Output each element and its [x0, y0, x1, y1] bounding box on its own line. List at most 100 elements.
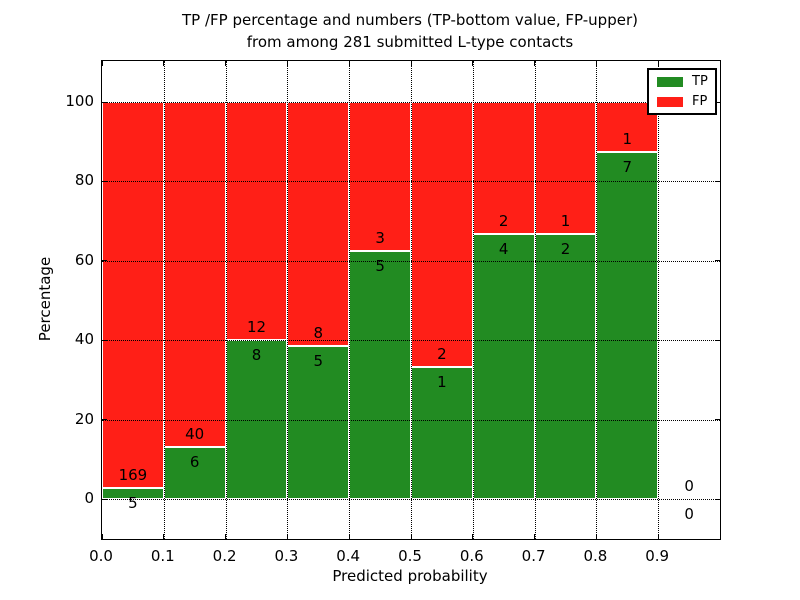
- bars-layer: [102, 61, 720, 539]
- bar-tp-segment: [287, 346, 350, 499]
- x-tick-label: 0.4: [336, 547, 361, 565]
- x-axis-tick: [472, 534, 474, 539]
- x-axis-tick-top: [534, 61, 536, 66]
- x-axis-tick: [348, 534, 350, 539]
- bar-fp-segment: [163, 102, 226, 448]
- bar-fp-segment: [349, 102, 411, 251]
- x-axis-tick: [286, 534, 288, 539]
- gridline-vertical: [163, 61, 165, 539]
- plot-area: 169 5 40 6 12 8 8 5 3 5 2 1 2 4 1 2 1 7 0 0 TP FP: [101, 60, 721, 540]
- bar-tp-segment: [472, 234, 535, 499]
- bar-label-fp: 1: [560, 212, 571, 231]
- x-axis-tick: [101, 534, 103, 539]
- bar-tp-segment: [225, 340, 288, 499]
- y-tick-label: 100: [65, 92, 94, 110]
- bar-label-fp: 8: [313, 324, 324, 343]
- y-axis-tick-right: [715, 339, 720, 341]
- y-axis-tick-right: [715, 419, 720, 421]
- chart-title-line1: TP /FP percentage and numbers (TP-bottom…: [182, 11, 638, 29]
- x-axis-tick-top: [657, 61, 659, 66]
- bar-label-tp: 5: [375, 256, 385, 275]
- tp-swatch-icon: [657, 76, 683, 87]
- bar-label-tp: 7: [622, 157, 633, 176]
- x-axis-label: Predicted probability: [332, 567, 488, 585]
- legend: TP FP: [647, 68, 717, 115]
- gridline-vertical: [534, 61, 536, 539]
- bar-tp-segment: [102, 487, 164, 499]
- y-axis-tick: [102, 419, 107, 421]
- y-axis-tick-right: [715, 101, 720, 103]
- bar-labels-layer: 169 5 40 6 12 8 8 5 3 5 2 1 2 4 1 2 1 7 0 0: [102, 61, 720, 539]
- bar-tp-segment: [349, 250, 411, 499]
- bar-label-tp: 6: [189, 453, 200, 472]
- bar-label-tp: 8: [251, 346, 262, 365]
- y-axis-tick: [102, 498, 107, 500]
- gridline-vertical: [472, 61, 474, 539]
- x-axis-tick-top: [225, 61, 227, 66]
- bar-fp-segment: [472, 102, 535, 235]
- x-axis-tick-top: [410, 61, 412, 66]
- gridline-vertical: [349, 61, 351, 539]
- y-axis-tick: [102, 260, 107, 262]
- x-tick-label: 0.7: [521, 547, 546, 565]
- x-axis-tick-top: [163, 61, 165, 66]
- x-tick-label: 0.0: [89, 547, 113, 565]
- bar-label-tp: 5: [313, 352, 324, 371]
- bar-label-fp: 0: [684, 477, 694, 495]
- bar-label-fp: 2: [437, 344, 447, 363]
- y-axis-tick: [102, 339, 107, 341]
- gridline-vertical: [658, 61, 660, 539]
- fp-swatch-icon: [657, 96, 683, 107]
- y-tick-label: 0: [84, 489, 94, 507]
- bar-label-tp: 4: [498, 240, 509, 259]
- x-axis-tick-top: [472, 61, 474, 66]
- x-axis-tick-top: [595, 61, 597, 66]
- x-axis-tick: [657, 534, 659, 539]
- bar-fp-segment: [225, 102, 288, 341]
- y-tick-label: 20: [74, 409, 94, 428]
- bar-label-fp: 1: [622, 129, 633, 148]
- ticks-layer: [101, 61, 720, 539]
- bar-label-fp: 3: [375, 228, 385, 247]
- bar-fp-segment: [102, 102, 164, 488]
- x-tick-label: 0.1: [150, 547, 175, 565]
- x-axis-tick-top: [101, 61, 103, 66]
- bar-label-fp: 40: [185, 425, 205, 444]
- y-axis-tick-right: [715, 180, 720, 182]
- x-tick-label: 0.9: [645, 547, 670, 565]
- grid-layer: [102, 61, 720, 539]
- bar-fp-segment: [534, 102, 597, 235]
- y-axis-tick: [102, 180, 107, 182]
- x-tick-label: 0.6: [459, 547, 484, 565]
- x-axis-tick: [225, 534, 227, 539]
- y-axis-tick-right: [715, 498, 720, 500]
- bar-label-tp: 0: [684, 505, 694, 523]
- bar-label-tp: 5: [128, 493, 138, 512]
- x-axis-tick-top: [286, 61, 288, 66]
- y-axis-tick: [102, 101, 107, 103]
- x-tick-label: 0.3: [274, 547, 299, 565]
- legend-label-tp: TP: [692, 74, 708, 89]
- chart-title-line2: from among 281 submitted L-type contacts: [246, 33, 574, 51]
- legend-label-fp: FP: [692, 94, 708, 109]
- chart-title: TP /FP percentage and numbers (TP-bottom…: [101, 9, 719, 53]
- bar-fp-segment: [411, 102, 473, 367]
- bar-tp-segment: [534, 234, 597, 499]
- bar-label-fp: 169: [118, 465, 148, 484]
- bar-tp-segment: [596, 151, 659, 499]
- x-axis-tick-top: [348, 61, 350, 66]
- gridline-vertical: [411, 61, 412, 539]
- bar-label-fp: 12: [246, 318, 267, 337]
- x-axis-tick: [163, 534, 165, 539]
- x-tick-label: 0.8: [583, 547, 608, 565]
- bar-label-tp: 1: [437, 372, 447, 391]
- x-axis-tick: [534, 534, 536, 539]
- x-axis-tick: [410, 534, 412, 539]
- y-tick-label: 60: [74, 250, 94, 269]
- gridline-vertical: [225, 61, 227, 539]
- gridline-vertical: [596, 61, 598, 539]
- y-tick-label: 80: [74, 171, 94, 190]
- legend-item-fp: FP: [657, 95, 715, 108]
- y-axis-tick-right: [715, 260, 720, 262]
